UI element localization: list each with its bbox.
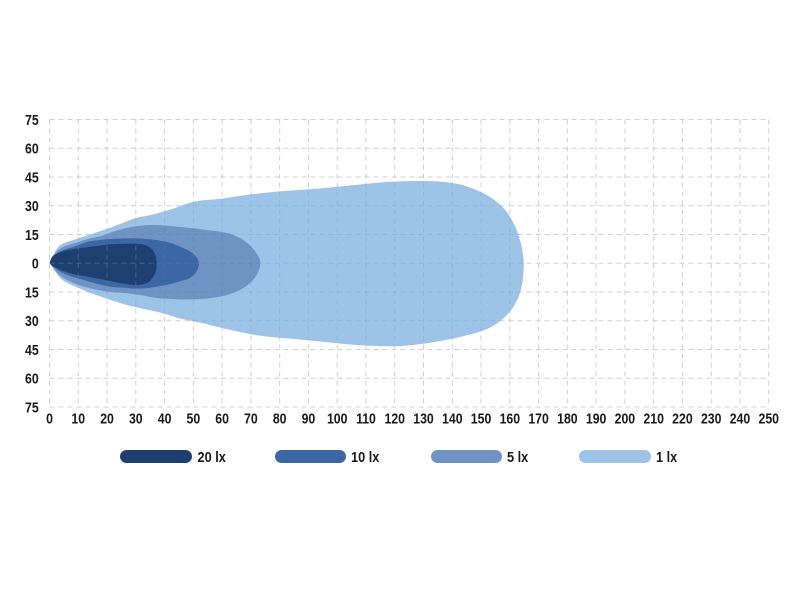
svg-text:45: 45 bbox=[25, 342, 39, 358]
svg-text:160: 160 bbox=[500, 410, 521, 426]
svg-text:0: 0 bbox=[32, 255, 39, 271]
svg-text:75: 75 bbox=[25, 399, 39, 415]
svg-text:5 lx: 5 lx bbox=[507, 448, 528, 465]
svg-text:150: 150 bbox=[471, 410, 492, 426]
svg-text:15: 15 bbox=[25, 227, 39, 243]
svg-text:230: 230 bbox=[701, 410, 722, 426]
svg-text:20: 20 bbox=[100, 410, 114, 426]
svg-text:60: 60 bbox=[25, 140, 39, 156]
svg-text:10 lx: 10 lx bbox=[351, 448, 380, 465]
svg-text:110: 110 bbox=[356, 410, 376, 426]
svg-text:1 lx: 1 lx bbox=[656, 448, 677, 465]
svg-text:0: 0 bbox=[46, 410, 53, 426]
svg-text:75: 75 bbox=[25, 112, 39, 128]
svg-text:90: 90 bbox=[302, 410, 316, 426]
svg-text:180: 180 bbox=[557, 410, 578, 426]
svg-text:130: 130 bbox=[413, 410, 434, 426]
svg-text:60: 60 bbox=[215, 410, 229, 426]
svg-text:240: 240 bbox=[730, 410, 751, 426]
svg-text:30: 30 bbox=[129, 410, 143, 426]
svg-text:30: 30 bbox=[25, 313, 39, 329]
svg-text:70: 70 bbox=[244, 410, 258, 426]
svg-text:80: 80 bbox=[273, 410, 287, 426]
svg-text:200: 200 bbox=[615, 410, 636, 426]
svg-text:170: 170 bbox=[528, 410, 549, 426]
svg-text:45: 45 bbox=[25, 169, 39, 185]
svg-text:20 lx: 20 lx bbox=[198, 448, 227, 465]
svg-text:40: 40 bbox=[158, 410, 172, 426]
svg-text:250: 250 bbox=[758, 410, 779, 426]
svg-text:140: 140 bbox=[442, 410, 463, 426]
svg-text:15: 15 bbox=[25, 284, 39, 300]
svg-text:220: 220 bbox=[672, 410, 693, 426]
svg-text:100: 100 bbox=[327, 410, 348, 426]
svg-text:10: 10 bbox=[71, 410, 85, 426]
svg-text:120: 120 bbox=[384, 410, 405, 426]
svg-text:190: 190 bbox=[586, 410, 607, 426]
svg-text:210: 210 bbox=[643, 410, 664, 426]
svg-text:30: 30 bbox=[25, 198, 39, 214]
svg-text:50: 50 bbox=[187, 410, 201, 426]
svg-text:60: 60 bbox=[25, 370, 39, 386]
